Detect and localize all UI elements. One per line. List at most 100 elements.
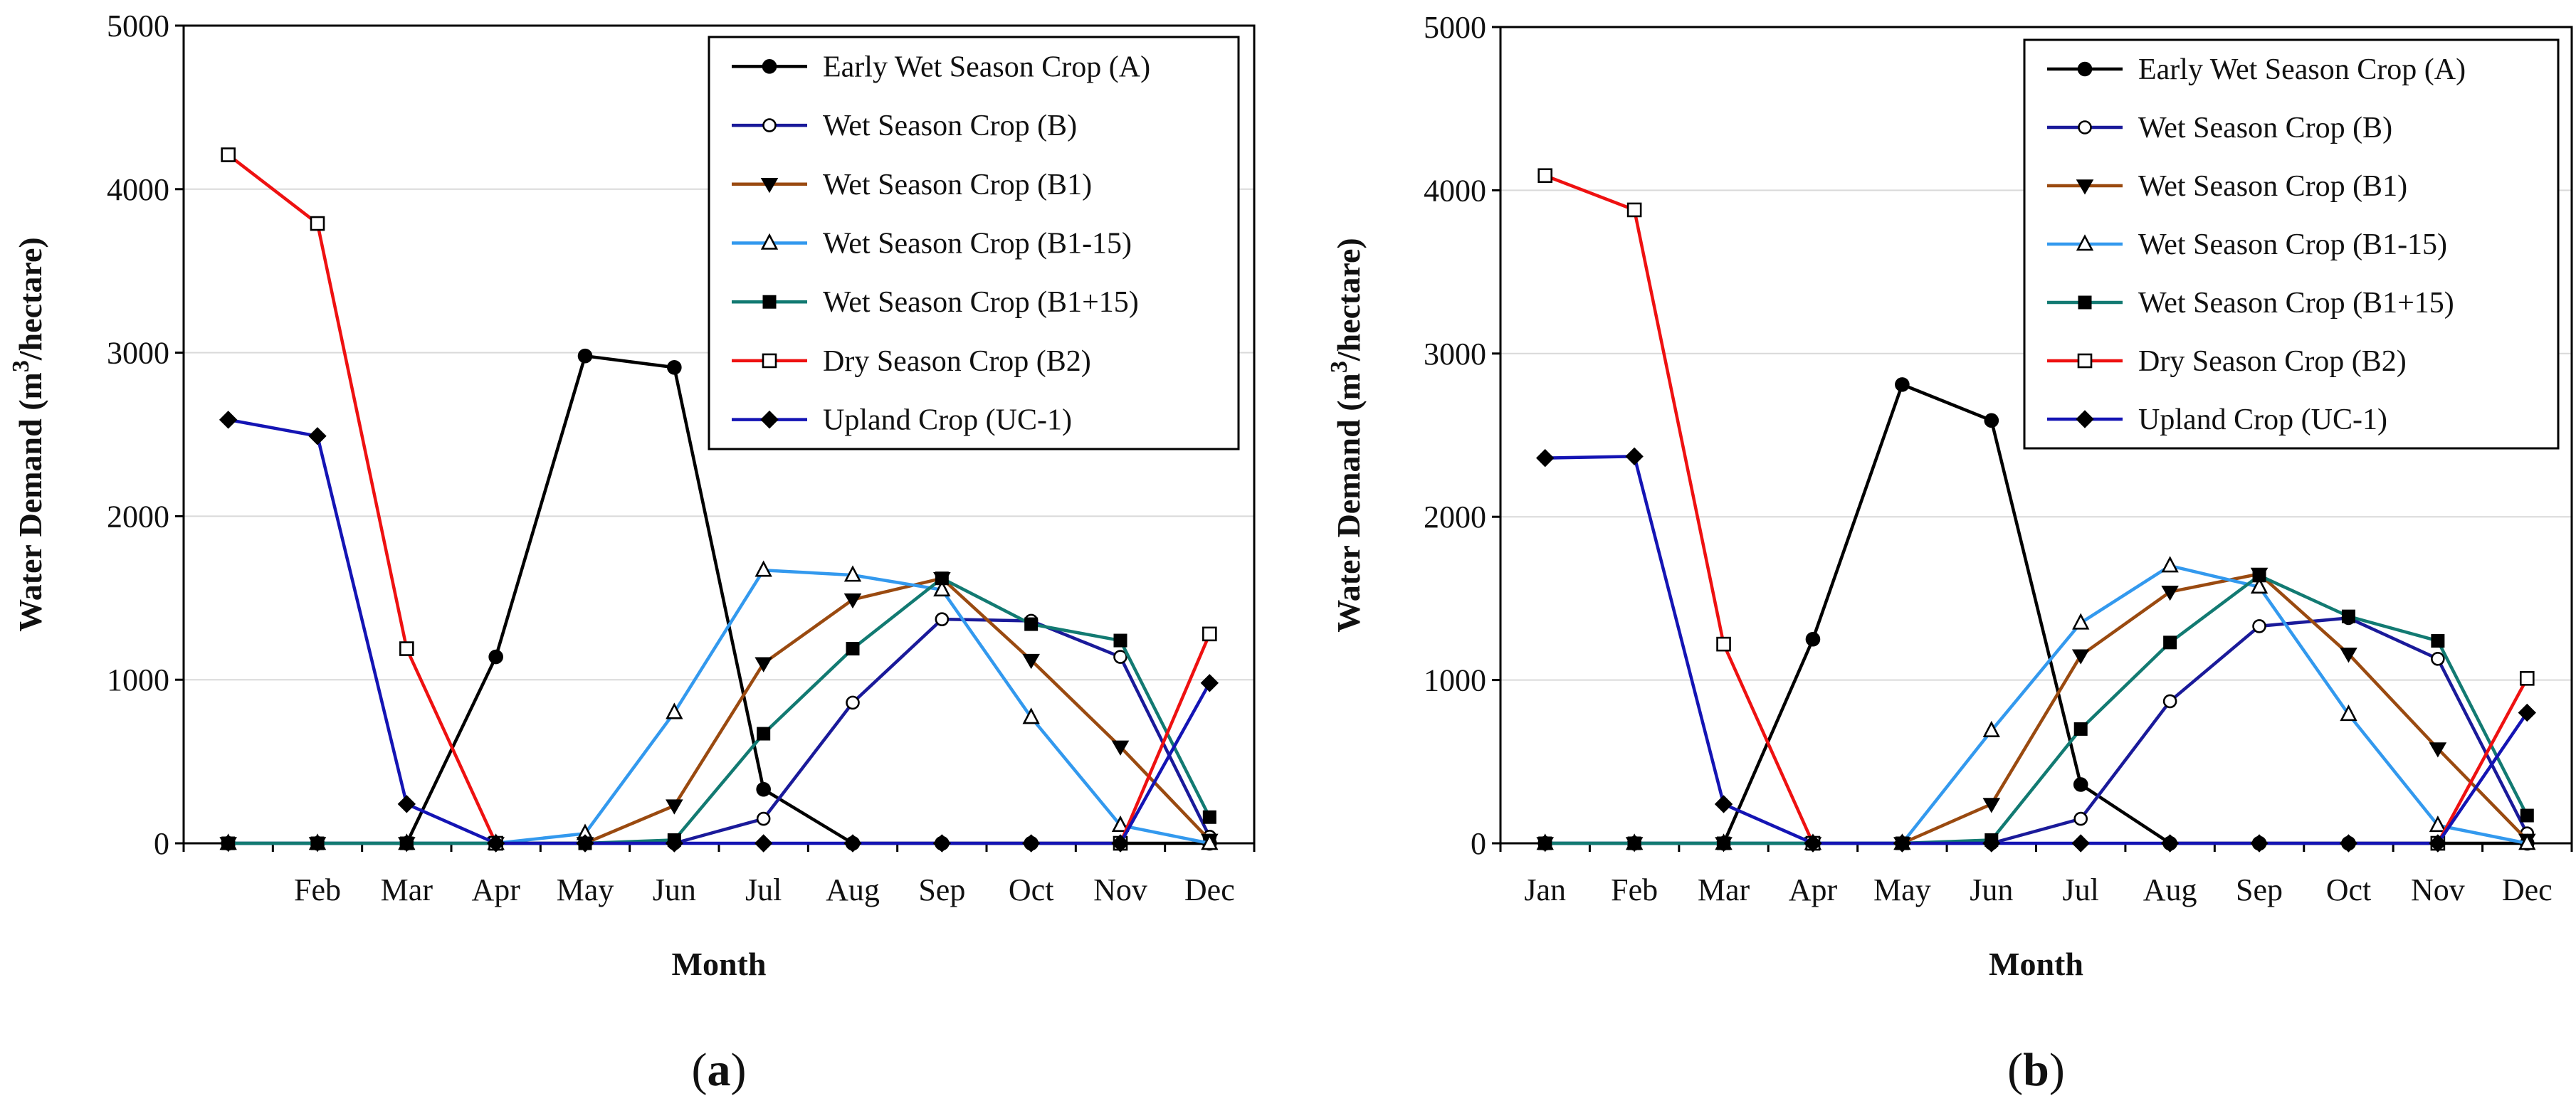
chart-b-series-2-marker <box>2162 694 2177 709</box>
chart-a-x-axis-title: Month <box>672 946 767 982</box>
chart-b-series-6-line <box>2436 677 2529 845</box>
chart-a-series-6-marker <box>399 641 414 656</box>
chart-b-series-5-line <box>1545 574 2529 845</box>
panel-label-close: ) <box>731 1044 747 1096</box>
chart-b-series-7-line <box>1545 455 2529 845</box>
chart-b-x-tick-label: Jun <box>1970 872 2013 907</box>
chart-a-series-1-marker <box>488 649 503 665</box>
chart-b-series-7-marker <box>1714 795 1733 813</box>
chart-a-legend-label: Wet Season Crop (B1+15) <box>823 286 1139 319</box>
chart-b-series-6-marker <box>1716 636 1731 652</box>
chart-b-legend-1-marker <box>2077 61 2093 77</box>
chart-a-series-7-marker <box>1021 834 1041 853</box>
chart-a-series-3-marker <box>666 799 683 815</box>
chart-b-series-1-marker <box>2073 777 2088 792</box>
chart-b-legend-label: Wet Season Crop (B1-15) <box>2138 228 2447 261</box>
chart-b-legend-6-marker <box>2077 353 2093 369</box>
chart-a-series-3-marker <box>843 593 862 609</box>
chart-a-series-2 <box>221 612 1217 850</box>
chart-b-series-7-marker <box>2250 834 2269 853</box>
chart-b-series-4-marker <box>1982 720 2000 738</box>
chart-b-y-tick-label: 4000 <box>1424 173 1486 208</box>
chart-b-legend-4-marker <box>2076 234 2094 251</box>
chart-b-series-4-marker <box>2072 613 2090 630</box>
chart-b-series-6-marker <box>1626 202 1642 218</box>
chart-b-series-6-marker <box>1537 168 1553 184</box>
chart-b-series-5 <box>1538 569 2534 850</box>
chart-a-series-7-marker <box>932 834 952 853</box>
chart-b-legend-3-marker <box>2076 179 2094 195</box>
chart-a-x-tick-label: Jul <box>745 872 782 907</box>
chart-b-x-tick-label: Jul <box>2063 872 2099 907</box>
chart-a-series-7-line <box>228 418 1211 845</box>
chart-a-series-7 <box>219 411 1219 853</box>
chart-b-x-tick-label: Nov <box>2411 872 2465 907</box>
chart-b-series-7 <box>1536 447 2536 853</box>
chart-a-x-tick-label: Mar <box>381 872 433 907</box>
chart-b-series-2-marker <box>2252 619 2266 633</box>
chart-b-series-3-marker <box>1982 798 2001 813</box>
chart-a-y-tick-label: 5000 <box>107 9 169 43</box>
chart-a-series-1-marker <box>577 348 593 364</box>
chart-a-series-7-marker <box>308 427 327 445</box>
chart-b-x-tick-label: Dec <box>2502 872 2553 907</box>
chart-a-panel-label: (a) <box>692 1044 747 1096</box>
chart-a-y-tick-label: 4000 <box>107 172 169 207</box>
chart-a-series-7-marker <box>1200 674 1219 692</box>
chart-b-series-5-marker <box>2163 635 2177 650</box>
chart-a-series-4 <box>219 560 1219 850</box>
chart-b-series-5-marker <box>1717 836 1731 850</box>
chart-a-legend-label: Wet Season Crop (B1) <box>823 169 1092 201</box>
chart-b-series-7-marker <box>2339 834 2358 853</box>
chart-a-series-2-marker <box>1113 650 1127 664</box>
chart-b-series-4-marker <box>2340 704 2357 722</box>
chart-b-series-5-marker <box>1538 836 1552 850</box>
chart-a-x-tick-label: Oct <box>1009 872 1054 907</box>
chart-b-series-5-marker <box>2252 569 2266 583</box>
chart-a-legend-label: Dry Season Crop (B2) <box>823 345 1091 378</box>
chart-b-x-axis-title: Month <box>1989 946 2083 982</box>
chart-a-series-6-line <box>1118 633 1211 844</box>
chart-b-series-1-marker <box>1984 413 1999 428</box>
chart-b-x-tick-label: Apr <box>1789 872 1838 907</box>
chart-a-series-3-marker <box>1111 740 1130 756</box>
chart-a-series-2-line <box>228 617 1211 845</box>
chart-b-legend-2-marker <box>2078 120 2092 134</box>
chart-b: 0 1000 2000 3000 4000 5000 Jan Feb Mar Apr May Jun J… <box>1326 10 2573 1096</box>
chart-b-legend-7-marker <box>2076 410 2094 428</box>
chart-a-x-tick-label: Apr <box>471 872 520 907</box>
chart-a-series-4-marker <box>933 580 951 597</box>
chart-b-series-7-marker <box>1893 834 1912 853</box>
chart-a-y-tick-label: 1000 <box>107 663 169 697</box>
chart-b-legend-label: Wet Season Crop (B1+15) <box>2138 287 2454 320</box>
chart-a-y-axis-title: Water Demand (m3/hectare) <box>8 237 48 631</box>
chart-a-series-2-marker <box>846 695 860 710</box>
chart-b-series-3-marker <box>2071 649 2090 665</box>
chart-b-series-4-marker <box>2518 833 2536 850</box>
chart-a-legend-label: Wet Season Crop (B) <box>823 110 1077 142</box>
chart-b-series-6-marker <box>2519 671 2535 686</box>
chart-a-y-tick-label: 0 <box>154 826 169 861</box>
chart-b-y-tick-label: 3000 <box>1424 337 1486 371</box>
chart-b-series-6-line <box>1544 174 1815 844</box>
chart-b-legend-label: Dry Season Crop (B2) <box>2138 345 2407 378</box>
chart-a-series-4-marker <box>666 702 683 719</box>
chart-b-series-7-marker <box>1982 834 2001 853</box>
chart-a-series-5-marker <box>757 727 771 741</box>
chart-a-series-6-line <box>227 153 498 844</box>
chart-a-series-3-marker <box>755 657 772 672</box>
chart-b-series-4-marker <box>2250 577 2269 594</box>
chart-b-series-3 <box>1536 567 2536 853</box>
chart-a-x-tick-label: Jun <box>653 872 696 907</box>
chart-a-y-tick-label: 2000 <box>107 499 169 534</box>
chart-b-series-7-marker <box>2429 834 2447 853</box>
chart-a-legend-5-marker <box>762 295 777 309</box>
chart-a-legend-2-marker <box>762 118 777 132</box>
chart-a-series-4-marker <box>1201 833 1219 850</box>
chart-b-y-tick-label: 0 <box>1471 826 1486 861</box>
chart-a-series-2-marker <box>756 811 771 826</box>
chart-b-x-tick-label: May <box>1873 872 1931 907</box>
chart-a-legend: Early Wet Season Crop (A) Wet Season Crop… <box>708 36 1240 450</box>
chart-b-series-7-marker <box>2071 834 2090 853</box>
chart-a-series-7-marker <box>1111 834 1130 853</box>
